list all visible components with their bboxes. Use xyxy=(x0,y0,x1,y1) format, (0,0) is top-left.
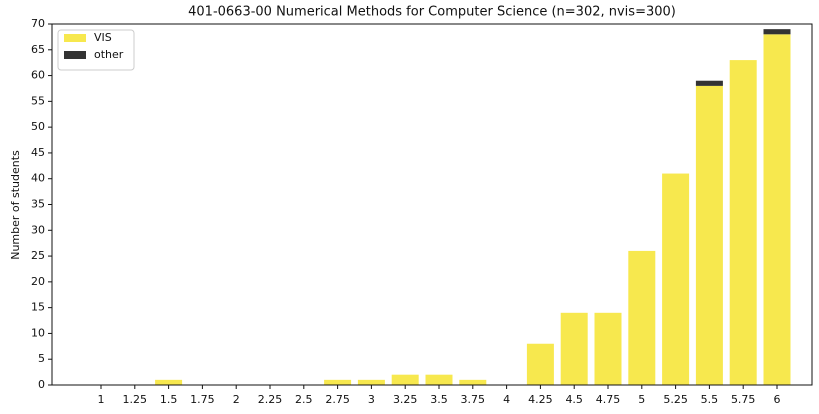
x-tick-label: 1.25 xyxy=(123,393,148,406)
bar xyxy=(729,60,757,385)
x-tick-label: 5.5 xyxy=(701,393,719,406)
legend-label: other xyxy=(94,48,124,61)
y-tick-label: 55 xyxy=(31,94,45,107)
bar xyxy=(155,379,183,385)
legend-swatch xyxy=(64,34,86,42)
y-tick-label: 40 xyxy=(31,172,45,185)
bar xyxy=(459,379,487,385)
y-tick-label: 30 xyxy=(31,223,45,236)
x-tick-label: 2.25 xyxy=(258,393,283,406)
chart-title: 401-0663-00 Numerical Methods for Comput… xyxy=(188,5,676,20)
x-tick-label: 4 xyxy=(503,393,510,406)
x-tick-label: 1.75 xyxy=(190,393,215,406)
x-tick-label: 2.75 xyxy=(325,393,350,406)
bar xyxy=(357,379,385,385)
y-tick-label: 60 xyxy=(31,69,45,82)
legend-swatch xyxy=(64,51,86,59)
bar xyxy=(695,85,723,385)
bar xyxy=(695,80,723,86)
x-tick-label: 4.25 xyxy=(528,393,553,406)
plot-frame xyxy=(51,23,813,386)
x-tick-label: 1.5 xyxy=(160,393,178,406)
x-tick-label: 4.5 xyxy=(565,393,583,406)
x-tick-label: 1 xyxy=(98,393,105,406)
bar xyxy=(594,312,622,385)
bar xyxy=(628,250,656,385)
y-tick-label: 35 xyxy=(31,198,45,211)
bar xyxy=(391,374,419,385)
x-tick-label: 2 xyxy=(233,393,240,406)
x-tick-label: 3.5 xyxy=(430,393,448,406)
y-tick-label: 5 xyxy=(38,352,45,365)
y-tick-label: 50 xyxy=(31,120,45,133)
y-tick-label: 45 xyxy=(31,146,45,159)
bar xyxy=(526,343,554,385)
bar xyxy=(763,29,791,35)
y-tick-label: 20 xyxy=(31,275,45,288)
y-tick-label: 70 xyxy=(31,17,45,30)
y-tick-label: 10 xyxy=(31,326,45,339)
bar xyxy=(662,173,690,385)
y-axis-label: Number of students xyxy=(9,150,22,260)
x-tick-label: 5.25 xyxy=(663,393,688,406)
y-tick-label: 65 xyxy=(31,43,45,56)
bar xyxy=(763,34,791,386)
bar xyxy=(560,312,588,385)
x-tick-label: 3.75 xyxy=(461,393,486,406)
x-tick-label: 4.75 xyxy=(596,393,621,406)
bar xyxy=(425,374,453,385)
x-tick-label: 5.75 xyxy=(731,393,756,406)
x-tick-label: 3 xyxy=(368,393,375,406)
legend-label: VIS xyxy=(94,31,112,44)
y-tick-label: 15 xyxy=(31,301,45,314)
x-tick-label: 2.5 xyxy=(295,393,313,406)
x-tick-label: 5 xyxy=(638,393,645,406)
y-tick-label: 0 xyxy=(38,378,45,391)
x-tick-label: 6 xyxy=(774,393,781,406)
x-tick-label: 3.25 xyxy=(393,393,418,406)
bar xyxy=(324,379,352,385)
y-tick-label: 25 xyxy=(31,249,45,262)
